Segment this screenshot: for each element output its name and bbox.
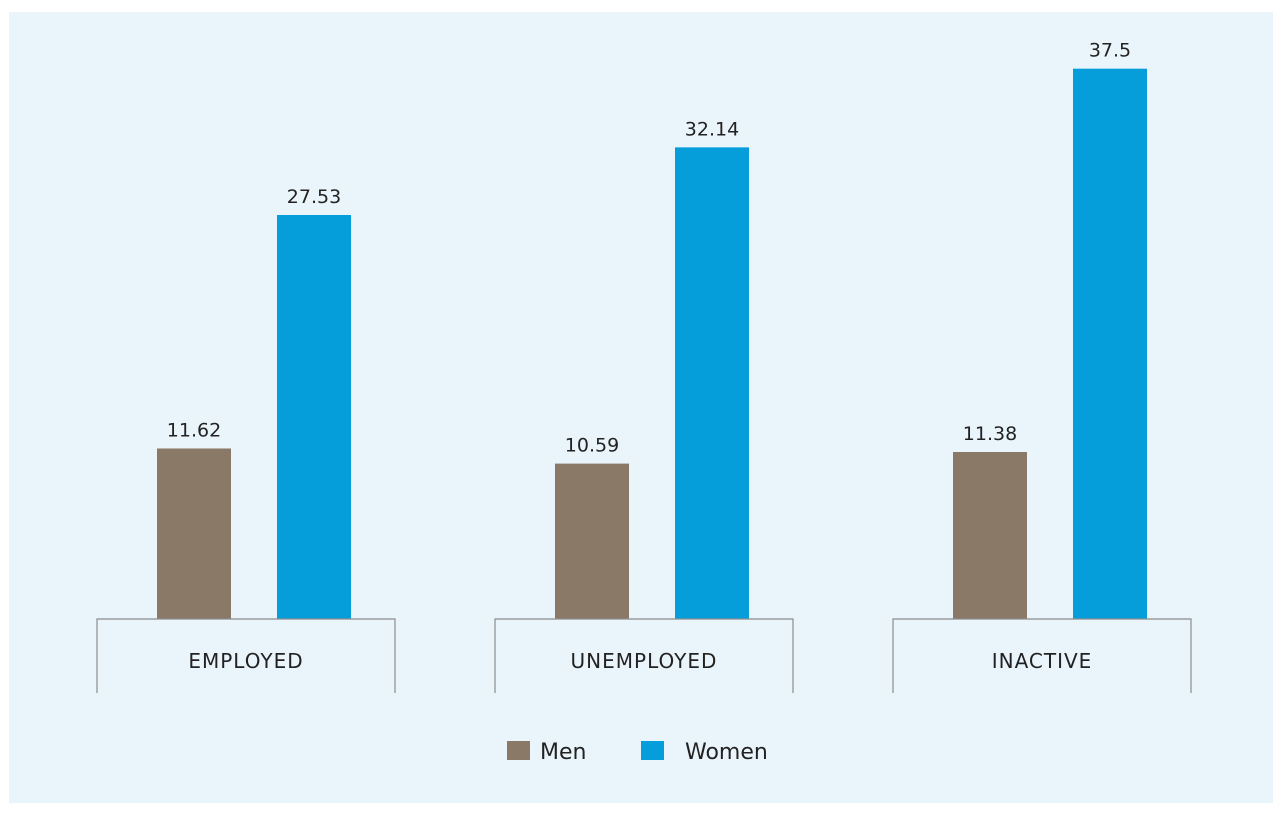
value-labels-layer: 11.62 27.53 10.59 32.14 11.38 37.5 (167, 40, 1131, 457)
bar-chart: 11.62 27.53 10.59 32.14 11.38 37.5 EMPLOYED UN… (96, 40, 1192, 765)
category-label-unemployed: UNEMPLOYED (571, 649, 718, 673)
legend-label-men: Men (540, 740, 586, 765)
value-label-women-inactive: 37.5 (1089, 40, 1131, 62)
legend-label-women: Women (685, 740, 768, 765)
value-label-women-employed: 27.53 (287, 186, 341, 208)
value-label-men-unemployed: 10.59 (565, 435, 619, 457)
value-label-women-unemployed: 32.14 (685, 118, 739, 140)
legend-swatch-women (641, 741, 664, 760)
category-box-employed (96, 618, 396, 693)
category-axis: EMPLOYED UNEMPLOYED INACTIVE (96, 618, 1192, 693)
category-label-inactive: INACTIVE (992, 649, 1093, 673)
legend-swatch-men (507, 741, 530, 760)
bar-women-unemployed (675, 147, 749, 619)
chart-panel: 11.62 27.53 10.59 32.14 11.38 37.5 EMPLOYED UN… (9, 12, 1273, 803)
value-label-men-employed: 11.62 (167, 419, 221, 441)
category-box-inactive (892, 618, 1192, 693)
value-label-men-inactive: 11.38 (963, 423, 1017, 445)
category-box-unemployed (494, 618, 794, 693)
bar-women-inactive (1073, 68, 1147, 619)
bar-men-unemployed (555, 463, 629, 619)
bars-layer (157, 68, 1147, 619)
bar-men-employed (157, 448, 231, 619)
bar-women-employed (277, 214, 351, 619)
legend: Men Women (507, 740, 768, 765)
bar-men-inactive (953, 451, 1027, 619)
category-label-employed: EMPLOYED (188, 649, 303, 673)
